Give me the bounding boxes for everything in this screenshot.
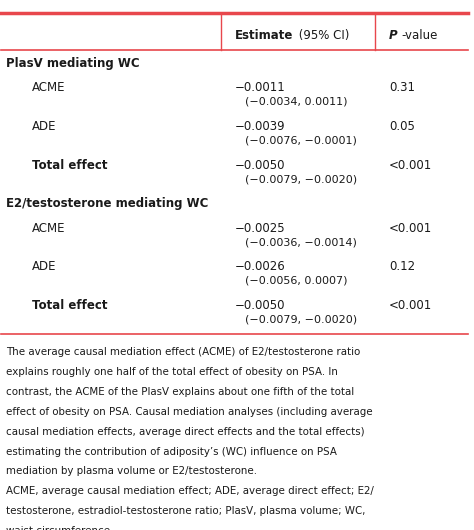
Text: E2/testosterone mediating WC: E2/testosterone mediating WC xyxy=(6,197,209,210)
Text: 0.12: 0.12 xyxy=(389,260,415,273)
Text: (−0.0076, −0.0001): (−0.0076, −0.0001) xyxy=(245,136,357,145)
Text: ACME: ACME xyxy=(32,222,65,234)
Text: −0.0025: −0.0025 xyxy=(235,222,285,234)
Text: (−0.0036, −0.0014): (−0.0036, −0.0014) xyxy=(245,237,357,247)
Text: ACME: ACME xyxy=(32,81,65,94)
Text: (−0.0079, −0.0020): (−0.0079, −0.0020) xyxy=(245,174,357,184)
Text: (−0.0056, 0.0007): (−0.0056, 0.0007) xyxy=(245,276,347,286)
Text: explains roughly one half of the total effect of obesity on PSA. In: explains roughly one half of the total e… xyxy=(6,367,338,377)
Text: estimating the contribution of adiposity’s (WC) influence on PSA: estimating the contribution of adiposity… xyxy=(6,446,337,456)
Text: 0.05: 0.05 xyxy=(389,120,415,133)
Text: −0.0050: −0.0050 xyxy=(235,299,285,312)
Text: −0.0011: −0.0011 xyxy=(235,81,286,94)
Text: −0.0039: −0.0039 xyxy=(235,120,285,133)
Text: -value: -value xyxy=(401,29,438,41)
Text: (95% CI): (95% CI) xyxy=(295,29,349,41)
Text: The average causal mediation effect (ACME) of E2/testosterone ratio: The average causal mediation effect (ACM… xyxy=(6,347,360,357)
Text: Total effect: Total effect xyxy=(32,158,107,172)
Text: ADE: ADE xyxy=(32,260,56,273)
Text: ACME, average causal mediation effect; ADE, average direct effect; E2/: ACME, average causal mediation effect; A… xyxy=(6,486,374,496)
Text: 0.31: 0.31 xyxy=(389,81,415,94)
Text: <0.001: <0.001 xyxy=(389,222,432,234)
Text: testosterone, estradiol-testosterone ratio; PlasV, plasma volume; WC,: testosterone, estradiol-testosterone rat… xyxy=(6,506,365,516)
Text: (−0.0034, 0.0011): (−0.0034, 0.0011) xyxy=(245,96,347,107)
Text: mediation by plasma volume or E2/testosterone.: mediation by plasma volume or E2/testost… xyxy=(6,466,257,476)
Text: P: P xyxy=(389,29,398,41)
Text: Total effect: Total effect xyxy=(32,299,107,312)
Text: effect of obesity on PSA. Causal mediation analyses (including average: effect of obesity on PSA. Causal mediati… xyxy=(6,407,373,417)
Text: ADE: ADE xyxy=(32,120,56,133)
Text: waist circumference.: waist circumference. xyxy=(6,526,113,530)
Text: <0.001: <0.001 xyxy=(389,158,432,172)
Text: <0.001: <0.001 xyxy=(389,299,432,312)
Text: causal mediation effects, average direct effects and the total effects): causal mediation effects, average direct… xyxy=(6,427,365,437)
Text: PlasV mediating WC: PlasV mediating WC xyxy=(6,57,140,70)
Text: −0.0050: −0.0050 xyxy=(235,158,285,172)
Text: Estimate: Estimate xyxy=(235,29,293,41)
Text: contrast, the ACME of the PlasV explains about one fifth of the total: contrast, the ACME of the PlasV explains… xyxy=(6,387,354,397)
Text: −0.0026: −0.0026 xyxy=(235,260,286,273)
Text: (−0.0079, −0.0020): (−0.0079, −0.0020) xyxy=(245,315,357,325)
